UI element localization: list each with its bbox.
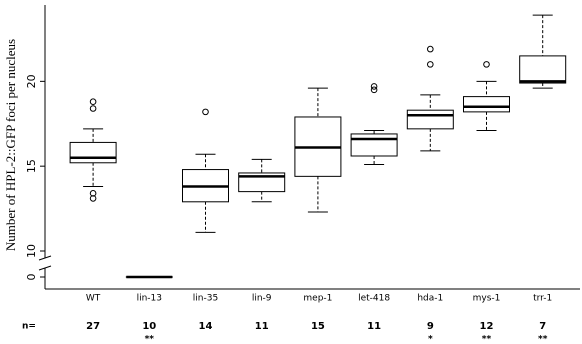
x-tick-label: hda-1 xyxy=(417,294,443,304)
box xyxy=(69,141,117,164)
outlier xyxy=(89,98,97,106)
significance: ** xyxy=(145,335,155,344)
n-count: 11 xyxy=(367,321,381,332)
box xyxy=(463,96,510,113)
n-count: 10 xyxy=(142,321,156,332)
n-label: n= xyxy=(22,322,36,332)
outlier xyxy=(89,195,97,202)
y-tick-label: 0 xyxy=(25,274,38,281)
outlier xyxy=(483,61,490,68)
significance: ** xyxy=(482,335,492,344)
axis-break xyxy=(38,255,52,261)
n-count: 7 xyxy=(539,321,546,332)
x-tick-label: mys-1 xyxy=(473,294,501,304)
significance: ** xyxy=(538,335,548,344)
x-tick-label: lin-35 xyxy=(193,294,218,304)
x-tick-label: WT xyxy=(86,294,101,304)
outlier xyxy=(370,86,378,94)
x-tick-label: lin-9 xyxy=(252,294,272,304)
outlier xyxy=(89,105,97,112)
outlier xyxy=(427,61,434,68)
n-count: 27 xyxy=(86,321,100,332)
n-count: 14 xyxy=(199,321,213,332)
x-tick-label: lin-13 xyxy=(137,294,162,304)
y-tick-label: 15 xyxy=(25,159,38,173)
y-tick-label: 20 xyxy=(25,74,38,88)
n-count: 12 xyxy=(480,321,494,332)
significance: * xyxy=(428,335,433,344)
x-tick-label: mep-1 xyxy=(303,294,332,304)
n-count: 11 xyxy=(255,321,269,332)
box xyxy=(350,133,398,157)
box xyxy=(519,55,567,84)
n-count: 9 xyxy=(427,321,434,332)
box xyxy=(406,109,454,130)
outlier xyxy=(427,45,434,53)
outlier xyxy=(89,190,97,197)
y-axis-label: Number of HPL-2::GFP foci per nucleus xyxy=(3,39,18,251)
x-tick-label: trr-1 xyxy=(533,294,552,304)
outlier xyxy=(370,83,378,90)
x-tick-label: let-418 xyxy=(358,294,390,304)
y-tick-label: 10 xyxy=(25,244,38,258)
n-count: 15 xyxy=(311,321,325,332)
box xyxy=(238,172,286,193)
axis-break xyxy=(38,265,52,271)
outlier xyxy=(202,108,209,116)
